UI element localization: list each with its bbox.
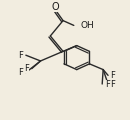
Text: F: F [18, 68, 23, 77]
Text: F: F [105, 80, 109, 89]
Text: OH: OH [81, 21, 94, 30]
Text: F: F [110, 80, 115, 89]
Text: F: F [24, 64, 29, 73]
Text: F: F [18, 51, 23, 60]
Text: F: F [110, 71, 115, 80]
Text: O: O [51, 2, 59, 12]
